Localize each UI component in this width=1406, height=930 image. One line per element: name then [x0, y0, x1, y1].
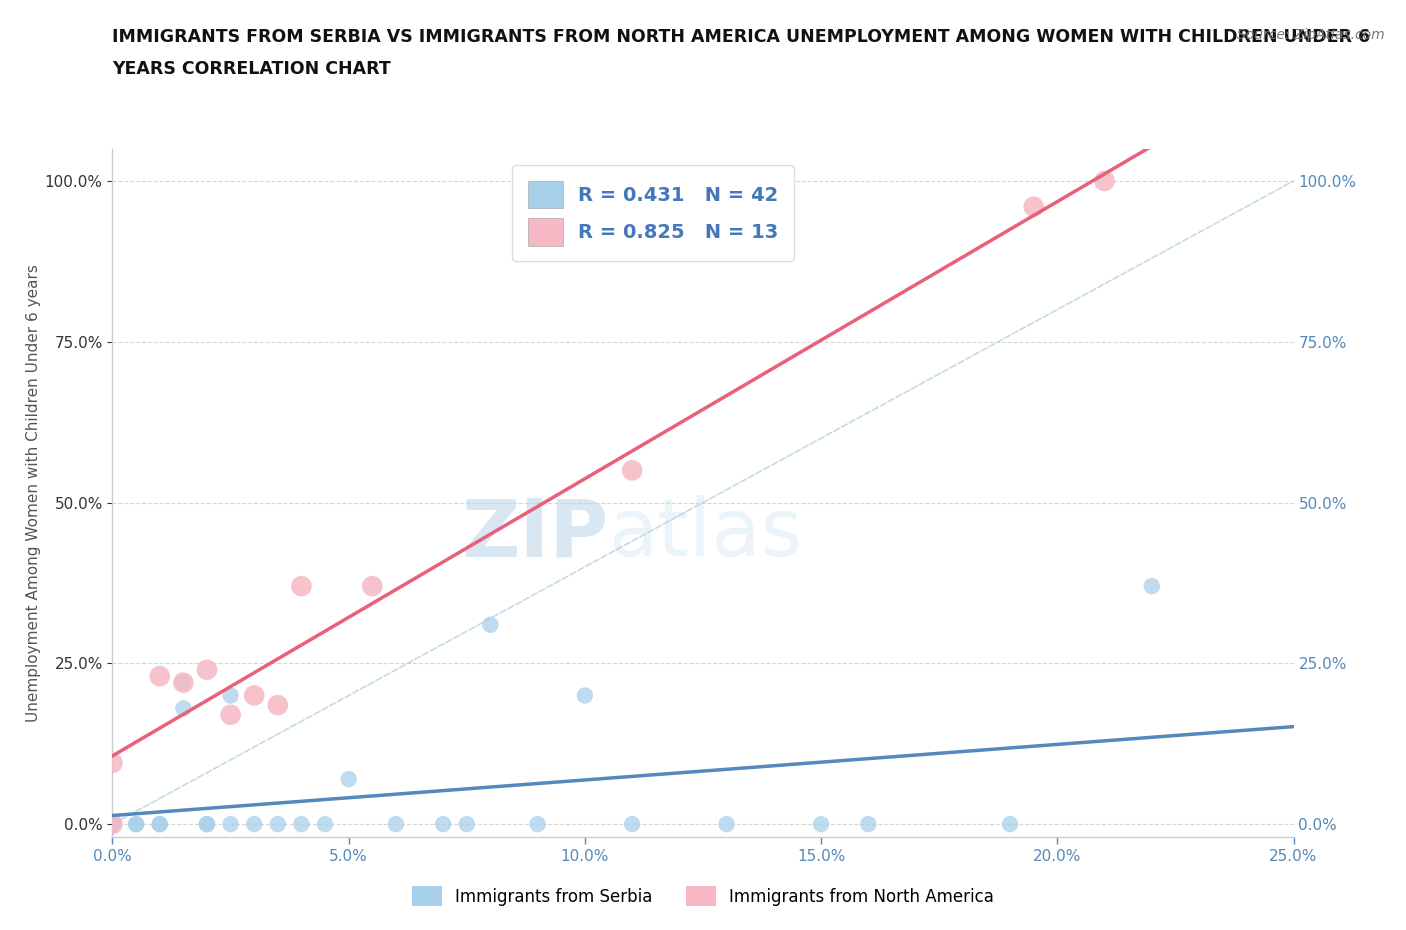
Point: [101, 817, 124, 831]
Point: [101, 817, 124, 831]
Point: [195, 662, 218, 677]
Point: [195, 817, 218, 831]
Point: [314, 817, 336, 831]
Point: [101, 817, 124, 831]
Text: atlas: atlas: [609, 495, 803, 573]
Point: [172, 675, 194, 690]
Point: [219, 708, 242, 723]
Point: [101, 817, 124, 831]
Point: [149, 817, 172, 831]
Point: [149, 817, 172, 831]
Point: [526, 817, 548, 831]
Point: [243, 817, 266, 831]
Text: YEARS CORRELATION CHART: YEARS CORRELATION CHART: [112, 60, 391, 78]
Point: [101, 817, 124, 831]
Point: [101, 817, 124, 831]
Point: [101, 817, 124, 831]
Point: [361, 578, 384, 593]
Point: [716, 817, 738, 831]
Point: [621, 463, 644, 478]
Point: [456, 817, 478, 831]
Point: [101, 755, 124, 770]
Point: [1094, 174, 1116, 189]
Point: [479, 618, 502, 632]
Point: [101, 817, 124, 831]
Point: [172, 701, 194, 716]
Point: [101, 817, 124, 831]
Point: [125, 817, 148, 831]
Point: [385, 817, 408, 831]
Point: [267, 817, 290, 831]
Point: [290, 817, 312, 831]
Point: [101, 817, 124, 831]
Point: [101, 817, 124, 831]
Legend: Immigrants from Serbia, Immigrants from North America: Immigrants from Serbia, Immigrants from …: [405, 880, 1001, 912]
Point: [810, 817, 832, 831]
Point: [219, 688, 242, 703]
Point: [998, 817, 1021, 831]
Point: [195, 817, 218, 831]
Point: [149, 669, 172, 684]
Point: [172, 675, 194, 690]
Point: [125, 817, 148, 831]
Point: [337, 772, 360, 787]
Text: ZIP: ZIP: [461, 495, 609, 573]
Point: [858, 817, 880, 831]
Point: [101, 817, 124, 831]
Y-axis label: Unemployment Among Women with Children Under 6 years: Unemployment Among Women with Children U…: [27, 264, 41, 722]
Legend: R = 0.431   N = 42, R = 0.825   N = 13: R = 0.431 N = 42, R = 0.825 N = 13: [512, 166, 794, 261]
Point: [219, 817, 242, 831]
Point: [1022, 199, 1045, 214]
Point: [290, 578, 312, 593]
Point: [1140, 578, 1163, 593]
Text: IMMIGRANTS FROM SERBIA VS IMMIGRANTS FROM NORTH AMERICA UNEMPLOYMENT AMONG WOMEN: IMMIGRANTS FROM SERBIA VS IMMIGRANTS FRO…: [112, 28, 1371, 46]
Point: [101, 817, 124, 831]
Text: Source: ZipAtlas.com: Source: ZipAtlas.com: [1237, 28, 1385, 42]
Point: [574, 688, 596, 703]
Point: [101, 817, 124, 831]
Point: [267, 698, 290, 712]
Point: [432, 817, 454, 831]
Point: [101, 817, 124, 831]
Point: [243, 688, 266, 703]
Point: [621, 817, 644, 831]
Point: [101, 817, 124, 831]
